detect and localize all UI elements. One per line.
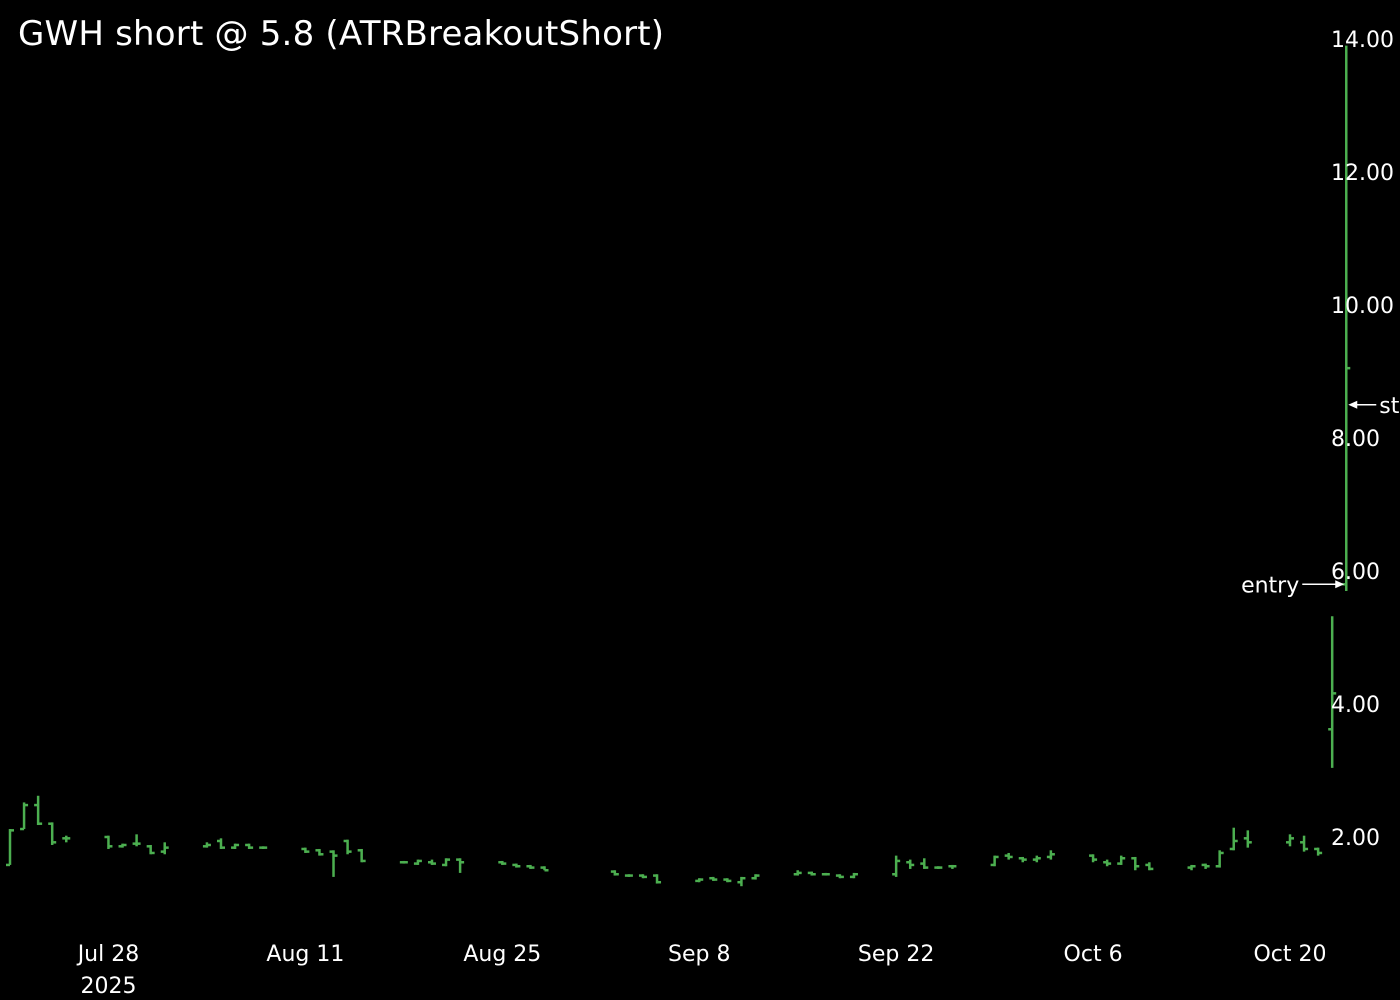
- ohlc-bar: [849, 872, 858, 879]
- ohlc-bar: [6, 829, 14, 867]
- ohlc-bar: [1089, 854, 1098, 863]
- x-tick-label: Sep 8: [668, 942, 730, 967]
- ohlc-bar: [216, 838, 225, 849]
- ohlc-bar: [1300, 835, 1309, 852]
- ohlc-bar: [315, 848, 324, 856]
- ohlc-bar: [892, 855, 901, 877]
- ohlc-bar: [245, 843, 254, 849]
- ohlc-bar: [34, 795, 43, 826]
- x-tick-sublabel: 2025: [80, 974, 136, 999]
- ohlc-bar: [1229, 827, 1238, 851]
- ohlc-bar: [1004, 852, 1013, 860]
- ohlc-bar: [357, 848, 366, 863]
- ohlc-bar: [1046, 850, 1055, 860]
- annotation-label: stop hit: [1379, 394, 1400, 419]
- ohlc-bar: [1286, 834, 1294, 847]
- ohlc-bar: [1314, 847, 1323, 856]
- ohlc-bar: [1215, 850, 1224, 868]
- ohlc-bar: [1131, 856, 1140, 871]
- ohlc-bar: [1018, 856, 1027, 863]
- x-tick-label: Jul 28: [76, 942, 140, 967]
- ohlc-bar: [835, 874, 844, 879]
- ohlc-bar: [1201, 863, 1210, 869]
- ohlc-bar: [1145, 862, 1154, 871]
- ohlc-bar: [1187, 864, 1196, 871]
- y-tick-label: 6.00: [1331, 560, 1380, 585]
- ohlc-bar: [821, 872, 830, 876]
- ohlc-bar: [231, 843, 240, 849]
- ohlc-bar: [737, 876, 746, 887]
- ohlc-bar: [62, 835, 71, 843]
- x-tick-label: Aug 11: [266, 942, 344, 967]
- annotation-entry: entry: [1241, 573, 1345, 598]
- ohlc-bar: [526, 864, 535, 869]
- ohlc-bar: [456, 858, 465, 873]
- ohlc-bar: [146, 844, 155, 855]
- y-tick-label: 8.00: [1331, 427, 1380, 452]
- y-tick-label: 4.00: [1331, 693, 1380, 718]
- ohlc-bar: [1103, 859, 1112, 867]
- ohlc-bar: [934, 866, 943, 869]
- ohlc-bar: [709, 876, 718, 881]
- price-bars: [6, 45, 1351, 887]
- ohlc-bar: [807, 871, 816, 876]
- ohlc-bar: [638, 874, 647, 879]
- ohlc-bar: [118, 843, 127, 848]
- ohlc-bar: [20, 802, 29, 831]
- annotation-label: entry: [1241, 573, 1299, 598]
- annotation-arrowhead: [1335, 580, 1345, 589]
- ohlc-bar: [751, 874, 760, 880]
- ohlc-bar: [990, 855, 999, 867]
- ohlc-bar: [301, 847, 310, 853]
- x-tick-label: Oct 20: [1253, 942, 1326, 967]
- y-axis: 2.00 4.00 6.00 8.00 10.00 12.00 14.00: [1331, 28, 1394, 851]
- y-tick-label: 14.00: [1331, 28, 1394, 53]
- annotation-arrowhead: [1348, 400, 1358, 409]
- ohlc-bar: [132, 834, 141, 847]
- ohlc-bar: [259, 846, 268, 849]
- ohlc-bar: [723, 878, 732, 883]
- ohlc-bar: [104, 835, 113, 849]
- ohlc-bar: [653, 874, 662, 884]
- ohlc-bar: [329, 850, 338, 877]
- ohlc-bar: [1243, 830, 1252, 848]
- ohlc-bar: [793, 870, 802, 876]
- y-tick-label: 12.00: [1331, 161, 1394, 186]
- ohlc-bar: [540, 866, 549, 872]
- ohlc-bar: [948, 864, 957, 869]
- annotation-stop-hit: stop hit: [1348, 394, 1400, 419]
- ohlc-bar: [413, 859, 422, 865]
- y-tick-label: 10.00: [1331, 294, 1394, 319]
- ohlc-bar: [427, 859, 436, 865]
- ohlc-bar: [1328, 616, 1337, 768]
- ohlc-bar: [920, 858, 929, 869]
- ohlc-bar: [906, 859, 915, 869]
- ohlc-bar: [610, 870, 619, 876]
- ohlc-bar: [160, 842, 169, 855]
- ohlc-bar: [48, 822, 57, 845]
- ohlc-bar: [498, 860, 507, 865]
- x-tick-label: Oct 6: [1064, 942, 1123, 967]
- y-tick-label: 2.00: [1331, 826, 1380, 851]
- ohlc-bar: [1117, 855, 1126, 865]
- x-axis: Jul 28 2025 Aug 11 Aug 25 Sep 8 Sep 22 Oct 6 Oc…: [76, 942, 1327, 999]
- ohlc-bar: [695, 878, 704, 883]
- chart-title: GWH short @ 5.8 (ATRBreakoutShort): [18, 14, 665, 54]
- annotations: entry stop hit: [1241, 394, 1400, 599]
- ohlc-bar: [512, 863, 521, 868]
- x-tick-label: Sep 22: [858, 942, 934, 967]
- ohlc-bar: [624, 874, 633, 877]
- ohlc-bar: [1032, 855, 1041, 863]
- ohlc-bar: [399, 860, 408, 864]
- ohlc-bar: [343, 839, 352, 855]
- ohlc-bar: [202, 842, 211, 848]
- x-tick-label: Aug 25: [463, 942, 541, 967]
- ohlc-bar: [442, 858, 451, 867]
